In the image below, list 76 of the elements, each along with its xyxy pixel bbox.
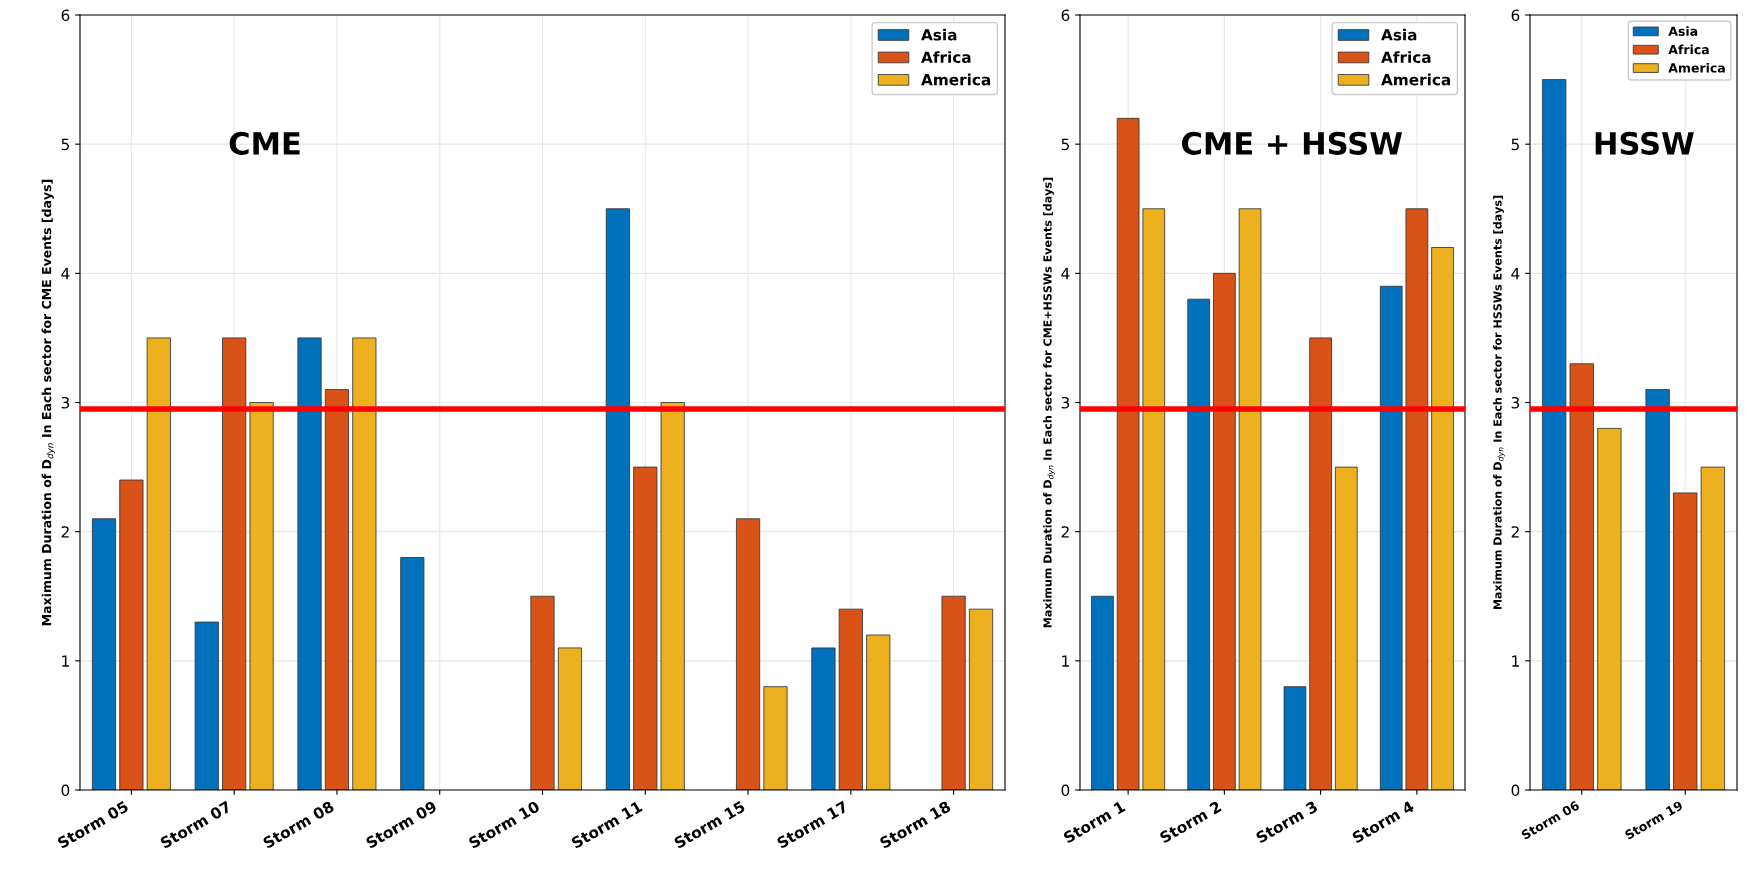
bar	[1142, 208, 1166, 790]
legend-label: America	[1668, 62, 1725, 73]
y-tick-label: 1	[1512, 655, 1519, 667]
bar	[324, 389, 350, 790]
bar	[735, 518, 761, 790]
bar	[1213, 272, 1236, 790]
y-tick-label: 3	[61, 396, 70, 409]
y-tick-label: 5	[1511, 138, 1519, 151]
y-tick-label: 4	[1061, 268, 1070, 280]
bar	[1283, 686, 1307, 790]
bar	[1597, 427, 1622, 790]
bar	[119, 479, 144, 790]
y-tick-label: 1	[1062, 655, 1069, 667]
bar	[811, 647, 836, 790]
bar	[249, 402, 274, 790]
bar	[1645, 389, 1670, 790]
legend-label: Asia	[1668, 26, 1698, 36]
annotation: HSSW	[1595, 131, 1694, 155]
annotation: CME	[229, 131, 300, 155]
y-tick-label: 6	[61, 9, 70, 22]
legend-label: Asia	[921, 28, 957, 41]
bar	[530, 595, 555, 790]
legend-label: Africa	[1381, 51, 1431, 63]
y-tick-label: 4	[1511, 268, 1520, 280]
bar	[633, 466, 658, 790]
legend-label: America	[921, 73, 991, 86]
bar	[763, 686, 788, 790]
y-tick-label: 0	[1061, 784, 1070, 797]
y-tick-label: 0	[61, 784, 70, 797]
bar	[1542, 79, 1567, 790]
legend-label: Africa	[1668, 44, 1709, 55]
bar	[1334, 466, 1358, 790]
bar	[660, 402, 685, 790]
bar	[1569, 363, 1594, 790]
y-tick-label: 0	[1511, 784, 1520, 797]
bar	[1431, 247, 1454, 790]
legend-label: Asia	[1381, 28, 1417, 41]
bar	[1379, 285, 1403, 790]
bar	[352, 337, 377, 790]
bar	[297, 337, 322, 790]
y-tick-label: 6	[1061, 9, 1070, 22]
bar	[1238, 208, 1262, 790]
bar	[1116, 117, 1140, 790]
bar	[1091, 595, 1114, 790]
bar	[1673, 492, 1698, 790]
y-axis-title: Maximum Duration of D$_{dyn}$ In Each sector for HSSWs Events [days]	[1493, 195, 1505, 610]
y-tick-label: 2	[61, 526, 69, 538]
annotation: CME + HSSW	[1182, 131, 1403, 155]
bar	[194, 621, 219, 790]
y-tick-label: 5	[61, 138, 69, 151]
bar	[866, 634, 891, 790]
bar	[941, 595, 966, 790]
y-axis-title: Maximum Duration of D$_{dyn}$ In Each sector for CME+HSSWs Events [days]	[1043, 177, 1055, 628]
legend-label: America	[1381, 73, 1451, 86]
y-tick-label: 3	[1511, 396, 1520, 409]
bar	[91, 518, 117, 790]
y-tick-label: 2	[1511, 526, 1519, 538]
bar	[400, 557, 425, 790]
y-tick-label: 3	[1061, 396, 1070, 409]
y-tick-label: 4	[61, 268, 70, 280]
bar	[838, 608, 863, 790]
bar	[1405, 208, 1429, 790]
bar	[1309, 337, 1332, 790]
y-tick-label: 6	[1511, 9, 1520, 22]
bar	[146, 337, 171, 790]
bar	[557, 647, 582, 790]
legend-label: Africa	[921, 51, 971, 63]
bar	[1187, 298, 1211, 790]
y-axis-title: Maximum Duration of D$_{dyn}$ In Each sector for CME Events [days]	[41, 179, 55, 626]
bar	[222, 337, 247, 790]
bar	[1700, 466, 1725, 790]
bar	[968, 608, 994, 790]
y-tick-label: 1	[62, 655, 69, 667]
bar	[605, 208, 630, 790]
y-tick-label: 2	[1061, 526, 1069, 538]
y-tick-label: 5	[1061, 138, 1069, 151]
